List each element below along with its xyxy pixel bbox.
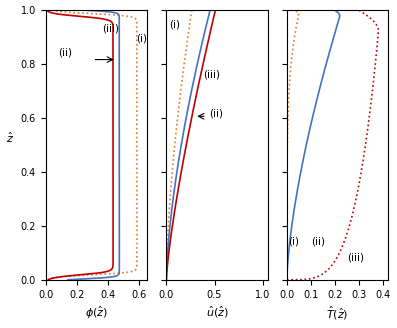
Text: (iii): (iii): [203, 69, 220, 79]
Text: (i): (i): [288, 236, 299, 247]
Text: (ii): (ii): [58, 48, 72, 57]
Y-axis label: $\hat{z}$: $\hat{z}$: [6, 130, 13, 145]
X-axis label: $\hat{T}(\hat{z})$: $\hat{T}(\hat{z})$: [326, 305, 349, 322]
Text: (iii): (iii): [347, 253, 364, 263]
Text: (iii): (iii): [102, 23, 119, 33]
Text: (ii): (ii): [311, 236, 325, 247]
X-axis label: $\hat{u}(\hat{z})$: $\hat{u}(\hat{z})$: [206, 305, 228, 320]
Text: (i): (i): [169, 19, 180, 29]
X-axis label: $\phi(\hat{z})$: $\phi(\hat{z})$: [85, 305, 108, 321]
Text: (i): (i): [136, 34, 147, 44]
Text: (ii): (ii): [209, 108, 223, 118]
